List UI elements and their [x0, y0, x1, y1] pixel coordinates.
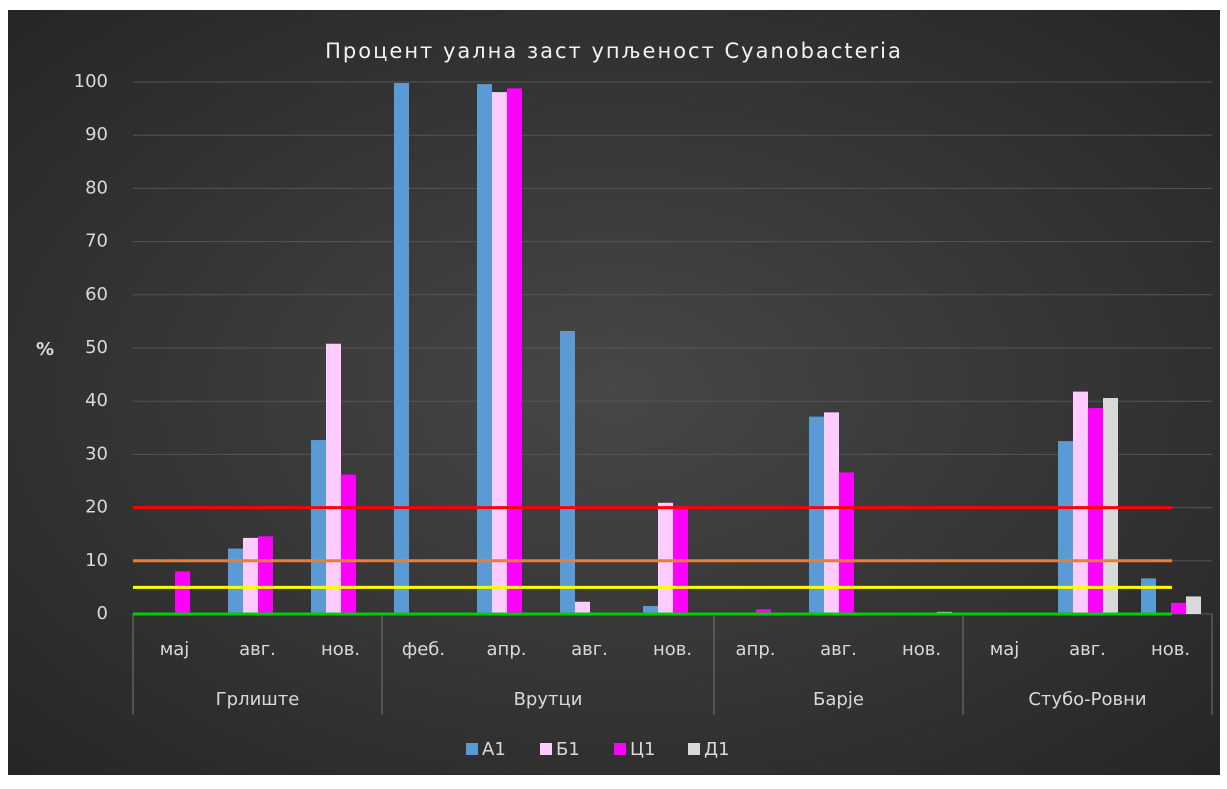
x-tick-label: нов. — [653, 639, 692, 660]
x-tick-label: феб. — [402, 639, 445, 660]
bar — [311, 440, 326, 614]
bar — [1103, 398, 1118, 614]
bar — [326, 343, 341, 614]
y-tick-label: 0 — [97, 603, 108, 624]
bar — [507, 88, 522, 614]
bar — [228, 548, 243, 614]
bar — [560, 330, 575, 614]
y-tick-label: 60 — [85, 284, 108, 305]
chart-title: Процент уална заст упљеност Cyanobacteri… — [325, 39, 903, 63]
bar — [1186, 596, 1201, 614]
chart-background — [8, 10, 1220, 775]
y-tick-label: 70 — [85, 231, 108, 252]
legend-swatch — [614, 743, 626, 755]
group-label: Стубо-Ровни — [1028, 689, 1146, 710]
legend-label: А1 — [482, 739, 506, 760]
y-tick-label: 40 — [85, 390, 108, 411]
y-tick-label: 100 — [74, 71, 108, 92]
group-label: Барје — [813, 689, 864, 710]
x-tick-label: апр. — [487, 639, 527, 660]
bar — [175, 571, 190, 614]
x-tick-label: мај — [160, 639, 190, 660]
y-tick-label: 90 — [85, 124, 108, 145]
y-tick-label: 50 — [85, 337, 108, 358]
legend-label: Ц1 — [630, 739, 655, 760]
bar — [824, 412, 839, 614]
bar — [477, 84, 492, 615]
x-tick-label: нов. — [1151, 639, 1190, 660]
legend-label: Д1 — [704, 739, 730, 760]
bar — [492, 92, 507, 614]
x-tick-label: нов. — [321, 639, 360, 660]
legend-swatch — [688, 743, 700, 755]
legend-label: Б1 — [556, 739, 580, 760]
bar — [839, 472, 854, 614]
x-tick-label: авг. — [1069, 639, 1106, 660]
bar — [341, 474, 356, 614]
x-tick-label: мај — [990, 639, 1020, 660]
legend-swatch — [540, 743, 552, 755]
bar — [809, 416, 824, 614]
bar — [1073, 391, 1088, 614]
bar — [1088, 408, 1103, 614]
y-tick-label: 80 — [85, 177, 108, 198]
y-tick-label: 20 — [85, 497, 108, 518]
y-tick-label: 30 — [85, 443, 108, 464]
bar — [1171, 602, 1186, 614]
bar — [1058, 441, 1073, 614]
x-tick-label: нов. — [902, 639, 941, 660]
x-tick-label: авг. — [820, 639, 857, 660]
bar — [1141, 578, 1156, 614]
bar — [658, 502, 673, 614]
bar — [643, 606, 658, 614]
bar — [243, 537, 258, 614]
group-label: Грлиште — [216, 689, 300, 710]
y-axis-label: % — [36, 339, 54, 360]
bar — [756, 609, 771, 614]
bar — [575, 601, 590, 614]
x-tick-label: авг. — [239, 639, 276, 660]
group-label: Врутци — [514, 689, 583, 710]
x-tick-label: апр. — [736, 639, 776, 660]
legend-swatch — [466, 743, 478, 755]
x-tick-label: авг. — [571, 639, 608, 660]
bar — [258, 536, 273, 614]
y-tick-label: 10 — [85, 550, 108, 571]
bar — [394, 83, 409, 614]
